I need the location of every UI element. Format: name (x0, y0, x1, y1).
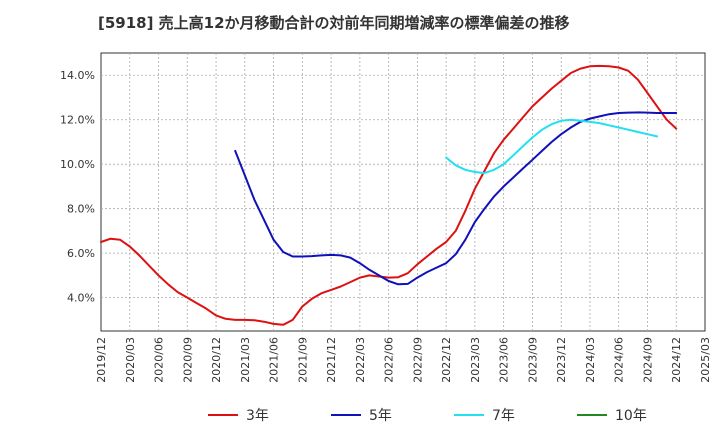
x-tick-label: 2022/09 (411, 337, 424, 383)
series-line-3 (445, 118, 659, 175)
series-line-1 (100, 64, 678, 326)
legend-label-2: 5年 (369, 408, 392, 424)
x-tick-label: 2024/03 (584, 337, 597, 383)
plot-area (100, 52, 706, 332)
y-tick-label: 6.0% (67, 247, 95, 260)
x-tick-label: 2023/12 (555, 337, 568, 383)
x-tick-label: 2020/03 (124, 337, 137, 383)
legend-label-4: 10年 (615, 408, 647, 424)
y-tick-label: 10.0% (60, 158, 95, 171)
x-tick-label: 2024/06 (613, 337, 626, 383)
y-tick-label: 4.0% (67, 292, 95, 305)
x-tick-label: 2021/06 (268, 337, 281, 383)
chart-title: [5918] 売上高12か月移動合計の対前年同期増減率の標準偏差の推移 (98, 14, 570, 32)
y-tick-label: 12.0% (60, 114, 95, 127)
x-tick-label: 2020/12 (210, 337, 223, 383)
x-tick-label: 2024/12 (670, 337, 683, 383)
x-tick-label: 2022/06 (383, 337, 396, 383)
x-tick-label: 2020/09 (181, 337, 194, 383)
x-tick-label: 2021/09 (296, 337, 309, 383)
x-tick-label: 2025/03 (699, 337, 712, 383)
x-tick-label: 2021/03 (239, 337, 252, 383)
x-tick-label: 2022/12 (440, 337, 453, 383)
legend-label-1: 3年 (246, 408, 269, 424)
x-tick-label: 2024/09 (641, 337, 654, 383)
x-tick-label: 2022/03 (354, 337, 367, 383)
y-tick-label: 8.0% (67, 203, 95, 216)
x-tick-label: 2020/06 (153, 337, 166, 383)
x-tick-label: 2019/12 (95, 337, 108, 383)
legend-label-3: 7年 (492, 408, 515, 424)
x-tick-label: 2023/03 (469, 337, 482, 383)
y-tick-label: 14.0% (60, 69, 95, 82)
x-tick-label: 2023/06 (498, 337, 511, 383)
x-tick-label: 2021/12 (325, 337, 338, 383)
x-tick-label: 2023/09 (526, 337, 539, 383)
series-line-2 (234, 111, 678, 286)
